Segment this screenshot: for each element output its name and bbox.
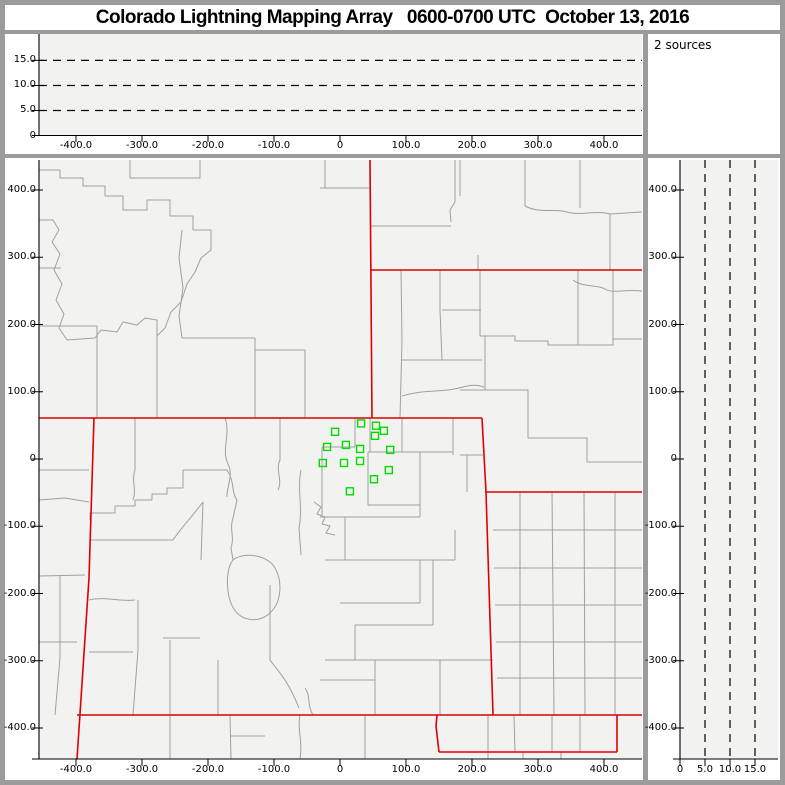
panel-altitude-ew: 15.0 10.0 5.0 0 -400.0 -300.0 -200.0 -100.0 0 100…	[5, 34, 643, 154]
ew-distance-tick-label: -200.0	[191, 764, 225, 775]
ns-distance-tick-label: 100.0	[7, 385, 36, 397]
ns-distance-tick-label: 300.0	[648, 251, 677, 263]
lma-station-marker	[355, 456, 365, 466]
lma-station-marker	[386, 445, 395, 455]
panel-altitude-ns: 400.0 300.0 200.0 100.0 0 -100.0 -200.0 -300.0 -…	[644, 158, 780, 780]
ew-distance-tick-label: -400.0	[59, 140, 93, 151]
altitude-tick-label: 5.0	[20, 104, 36, 116]
plan-view-map[interactable]	[5, 158, 643, 780]
ew-distance-tick-label: 100.0	[391, 140, 421, 151]
ew-distance-tick-label: 400.0	[589, 764, 619, 775]
ew-distance-tick-label: -200.0	[191, 140, 225, 151]
ew-distance-tick-label: -100.0	[257, 140, 291, 151]
lma-station-markers	[318, 419, 395, 496]
ew-distance-tick-label: 200.0	[457, 764, 487, 775]
altitude-ew-plot-area[interactable]	[5, 34, 643, 154]
altitude-tick-label: 10.0	[718, 764, 742, 775]
lma-station-marker	[322, 442, 332, 452]
ew-distance-tick-label: -300.0	[125, 140, 159, 151]
lma-station-marker	[384, 465, 393, 475]
sources-count-label: 2 sources	[654, 38, 712, 52]
altitude-ns-plot-area[interactable]	[648, 158, 780, 780]
ns-distance-tick-label: 200.0	[648, 318, 677, 330]
lma-station-marker	[345, 487, 355, 496]
ns-distance-tick-label: 100.0	[648, 385, 677, 397]
lma-station-marker	[371, 421, 381, 430]
axes-lines	[32, 160, 642, 760]
ew-distance-tick-label: 0	[336, 764, 344, 775]
lma-station-marker	[356, 419, 366, 428]
ns-distance-tick-label: 400.0	[7, 183, 36, 195]
axes-lines	[673, 160, 778, 760]
title-bar: Colorado Lightning Mapping Array 0600-07…	[5, 5, 780, 30]
lma-station-marker	[370, 431, 380, 440]
x-tick-marks	[75, 135, 605, 142]
ns-distance-tick-label: -200.0	[644, 587, 677, 599]
ew-distance-tick-label: -100.0	[257, 764, 291, 775]
ew-distance-tick-label: 200.0	[457, 140, 487, 151]
y-tick-marks	[673, 189, 684, 729]
ns-distance-tick-label: -300.0	[644, 654, 677, 666]
ns-distance-tick-label: 0	[670, 452, 677, 464]
ns-distance-tick-label: 400.0	[648, 183, 677, 195]
altitude-tick-label: 15.0	[13, 54, 36, 66]
ew-distance-tick-label: 400.0	[589, 140, 619, 151]
altitude-gridlines-dashed	[39, 59, 642, 112]
x-tick-marks	[679, 759, 756, 766]
ew-distance-tick-label: 300.0	[523, 764, 553, 775]
ns-distance-tick-label: 300.0	[7, 251, 36, 263]
lma-station-marker	[341, 440, 351, 450]
altitude-tick-label: 10.0	[13, 79, 36, 91]
lma-station-marker	[318, 458, 327, 468]
altitude-tick-label: 15.0	[743, 764, 767, 775]
ns-distance-tick-label: -100.0	[644, 520, 677, 532]
altitude-tick-label: 0	[676, 764, 684, 775]
county-boundaries	[38, 160, 643, 760]
ew-distance-tick-label: -300.0	[125, 764, 159, 775]
ns-distance-tick-label: 0	[29, 452, 36, 464]
lma-station-marker	[355, 444, 365, 454]
ns-distance-tick-label: -400.0	[3, 721, 36, 733]
ew-distance-tick-label: 0	[336, 140, 344, 151]
ns-distance-tick-label: 200.0	[7, 318, 36, 330]
ew-distance-tick-label: 100.0	[391, 764, 421, 775]
lma-station-marker	[369, 475, 379, 484]
lma-station-marker	[339, 458, 349, 468]
axes-lines	[32, 34, 642, 137]
lma-station-marker	[379, 426, 389, 435]
altitude-tick-label: 0	[29, 129, 36, 141]
ns-distance-tick-label: -400.0	[644, 721, 677, 733]
ew-distance-tick-label: 300.0	[523, 140, 553, 151]
plot-background[interactable]	[680, 160, 778, 759]
lma-station-marker	[330, 427, 340, 436]
ew-distance-tick-label: -400.0	[59, 764, 93, 775]
state-boundaries	[39, 159, 642, 760]
ns-distance-tick-label: -100.0	[3, 520, 36, 532]
x-tick-marks	[75, 759, 605, 766]
plot-background[interactable]	[39, 34, 642, 136]
panel-plan-view: 400.0 300.0 200.0 100.0 0 -100.0 -200.0 -300.0 -…	[3, 158, 643, 780]
ns-distance-tick-label: -300.0	[3, 654, 36, 666]
page-title: Colorado Lightning Mapping Array 0600-07…	[95, 6, 690, 28]
y-tick-marks	[32, 189, 43, 729]
y-tick-marks	[32, 59, 43, 136]
ns-distance-tick-label: -200.0	[3, 587, 36, 599]
sources-box: 2 sources	[648, 34, 780, 154]
altitude-gridlines-dashed	[704, 160, 756, 759]
altitude-tick-label: 5.0	[697, 764, 713, 775]
